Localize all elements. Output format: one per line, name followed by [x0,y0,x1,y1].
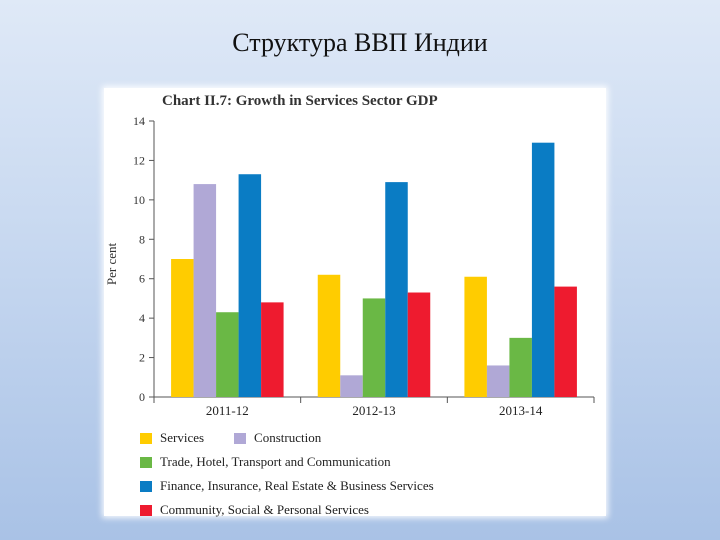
y-tick-label: 8 [139,232,145,246]
bar-community-social-personal-services-2013-14 [554,286,577,397]
bar-services-2012-13 [317,274,341,397]
legend-item: Finance, Insurance, Real Estate & Busine… [140,478,434,494]
legend-swatch [234,432,247,444]
x-tick-label: 2012-13 [352,403,395,418]
slide-title: Структура ВВП Индии [232,28,488,57]
y-tick-label: 4 [139,311,145,325]
chart-panel: Chart II.7: Growth in Services Sector GD… [104,88,606,517]
bar-trade-hotel-transport-and-communication-2011-12 [216,312,239,397]
legend-label: Construction [254,430,322,445]
legend-item: Construction [234,430,321,446]
bar-services-2013-14 [464,276,487,397]
legend-row: Trade, Hotel, Transport and Communicatio… [140,450,464,474]
legend-label: Finance, Insurance, Real Estate & Busine… [160,478,434,493]
bar-finance-insurance-real-estate-business-services-2011-12 [238,174,262,397]
bar-construction-2012-13 [340,375,363,397]
bar-trade-hotel-transport-and-communication-2012-13 [362,298,386,397]
legend-swatch [140,480,152,492]
x-tick-label: 2011-12 [206,403,249,418]
legend-label: Community, Social & Personal Services [160,502,369,517]
legend: Services Construction Trade, Hotel, Transp… [140,426,464,522]
y-axis-label: Per cent [104,242,119,285]
x-tick-label: 2013-14 [499,403,543,418]
legend-item: Community, Social & Personal Services [140,502,369,518]
bar-finance-insurance-real-estate-business-services-2012-13 [385,182,408,397]
legend-row: Services Construction [140,426,464,450]
legend-row: Finance, Insurance, Real Estate & Busine… [140,474,464,498]
legend-item: Trade, Hotel, Transport and Communicatio… [140,454,391,470]
y-tick-label: 2 [139,351,145,365]
legend-row: Community, Social & Personal Services [140,498,464,522]
legend-label: Services [160,430,205,445]
bar-finance-insurance-real-estate-business-services-2013-14 [531,142,555,397]
bar-services-2011-12 [171,259,194,397]
y-tick-label: 6 [139,272,145,286]
bar-community-social-personal-services-2011-12 [261,302,284,397]
plot-area: 0 2 4 6 8 10 12 14 2011-12 2012-13 2013-14 [133,114,595,418]
bar-community-social-personal-services-2012-13 [407,292,431,397]
chart-title: Chart II.7: Growth in Services Sector GD… [162,93,438,109]
legend-swatch [140,456,152,468]
bar-trade-hotel-transport-and-communication-2013-14 [509,337,532,397]
y-tick-label: 14 [133,114,145,128]
bar-construction-2013-14 [486,365,510,397]
y-tick-label: 10 [133,193,145,207]
legend-swatch [140,504,152,516]
legend-item: Services [140,430,204,446]
legend-swatch [140,432,152,444]
bar-chart: Chart II.7: Growth in Services Sector GD… [104,93,595,418]
y-tick-label: 0 [139,390,145,404]
bar-construction-2011-12 [193,184,217,397]
legend-label: Trade, Hotel, Transport and Communicatio… [160,454,391,469]
y-tick-label: 12 [133,153,145,167]
